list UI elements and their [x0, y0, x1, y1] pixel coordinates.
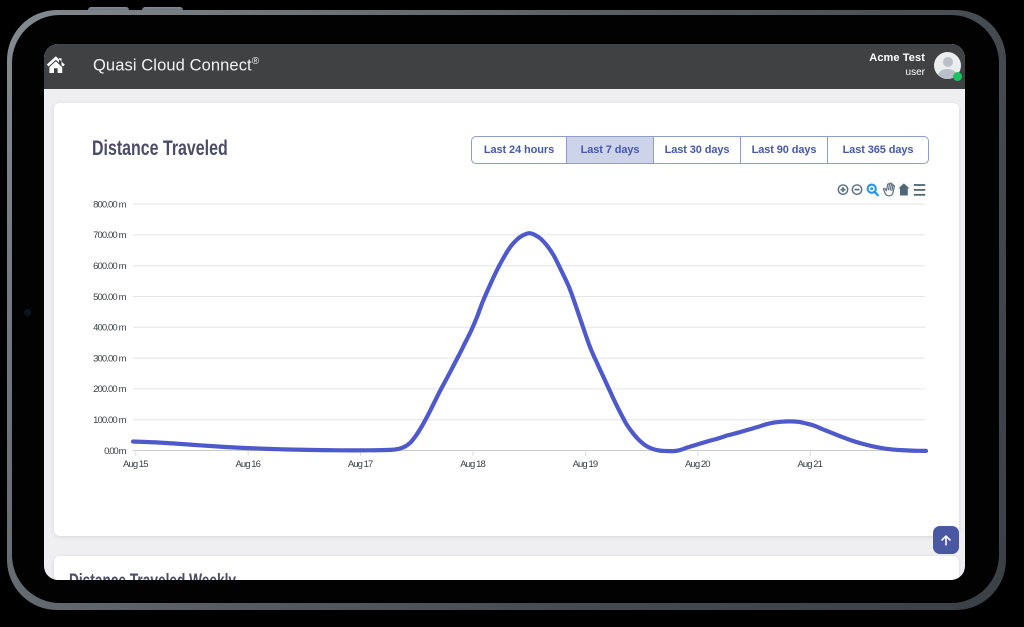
svg-text:200.00 m: 200.00 m: [93, 384, 126, 395]
svg-text:700.00 m: 700.00 m: [93, 230, 126, 241]
svg-text:Aug 18: Aug 18: [460, 459, 486, 470]
svg-text:800.00 m: 800.00 m: [93, 199, 126, 210]
svg-text:Aug 17: Aug 17: [348, 459, 374, 470]
svg-text:Aug 16: Aug 16: [235, 459, 261, 470]
svg-text:Aug 20: Aug 20: [685, 459, 711, 470]
svg-text:100.00 m: 100.00 m: [93, 415, 126, 426]
svg-text:300.00 m: 300.00 m: [93, 353, 126, 364]
svg-text:600.00 m: 600.00 m: [93, 261, 126, 272]
svg-text:400.00 m: 400.00 m: [93, 323, 126, 334]
svg-text:500.00 m: 500.00 m: [93, 292, 126, 303]
svg-text:Aug 21: Aug 21: [797, 459, 823, 470]
svg-text:0.00 m: 0.00 m: [104, 446, 126, 457]
svg-text:Aug 19: Aug 19: [573, 459, 599, 470]
svg-text:Aug 15: Aug 15: [123, 459, 149, 470]
